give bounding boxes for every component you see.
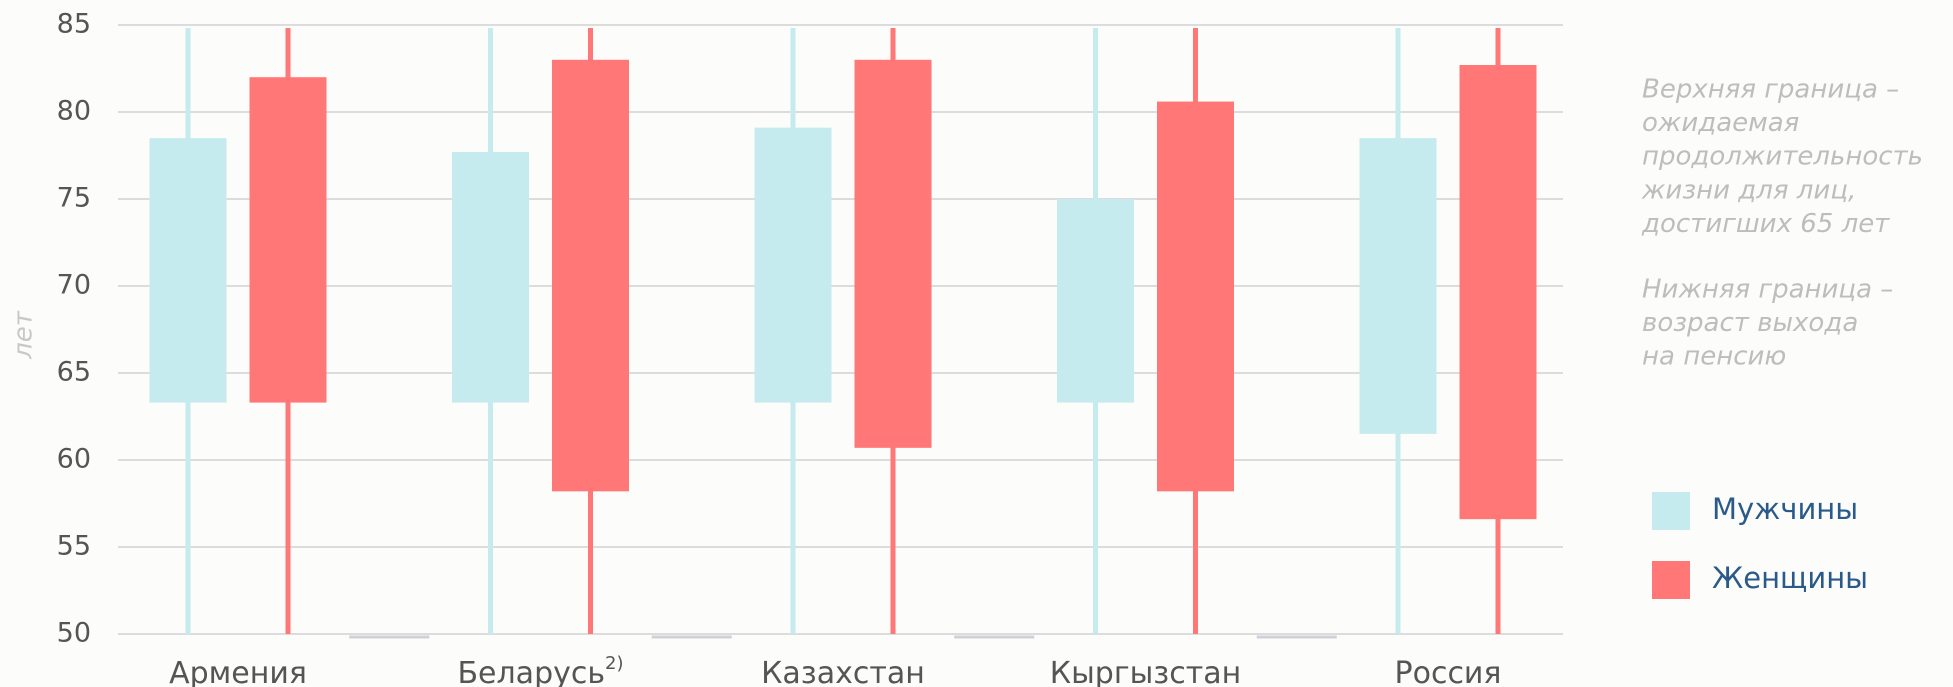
range-bar bbox=[249, 77, 327, 403]
annotation-text: Нижняя граница – bbox=[1642, 275, 1893, 305]
x-tick-label: Беларусь2) bbox=[457, 653, 623, 687]
x-tick-label: Казахстан bbox=[761, 656, 925, 687]
footnote-mark: 2) bbox=[605, 653, 623, 674]
annotation-text: жизни для лиц, bbox=[1641, 175, 1856, 205]
range-bar bbox=[149, 138, 227, 403]
annotation-text: достигших 65 лет bbox=[1641, 209, 1890, 239]
category-name: Россия bbox=[1395, 656, 1502, 687]
y-tick-label: 50 bbox=[57, 618, 91, 649]
category-name: Армения bbox=[169, 656, 307, 687]
annotation-text: Верхняя граница – bbox=[1642, 75, 1899, 105]
range-bar bbox=[1359, 138, 1437, 434]
annotation-text: на пенсию bbox=[1642, 342, 1786, 372]
range-bar bbox=[552, 59, 629, 492]
range-bar bbox=[452, 152, 529, 403]
category-name: Беларусь bbox=[457, 656, 605, 687]
y-tick-label: 60 bbox=[57, 444, 91, 475]
annotation-text: продолжительность bbox=[1642, 142, 1923, 172]
y-tick-label: 85 bbox=[57, 9, 91, 40]
range-bar bbox=[1459, 65, 1537, 520]
range-bar bbox=[854, 59, 932, 448]
x-tick-label: Россия bbox=[1395, 656, 1502, 687]
x-tick-label: Кыргызстан bbox=[1050, 656, 1241, 687]
y-tick-label: 80 bbox=[57, 96, 91, 127]
legend-label: Женщины bbox=[1712, 561, 1868, 595]
category-name: Кыргызстан bbox=[1050, 656, 1241, 687]
legend-label: Мужчины bbox=[1712, 492, 1858, 526]
y-tick-label: 75 bbox=[57, 183, 91, 214]
legend-swatch bbox=[1652, 561, 1690, 599]
y-tick-label: 65 bbox=[57, 357, 91, 388]
y-tick-label: 55 bbox=[57, 531, 91, 562]
legend-swatch bbox=[1652, 492, 1690, 530]
range-bar bbox=[1057, 199, 1134, 403]
range-bar bbox=[754, 127, 832, 403]
y-axis-label: лет bbox=[9, 310, 39, 360]
annotation-text: ожидаемая bbox=[1642, 108, 1799, 138]
y-tick-label: 70 bbox=[57, 270, 91, 301]
annotation-text: возраст выхода bbox=[1642, 308, 1858, 338]
category-name: Казахстан bbox=[761, 656, 925, 687]
range-bar bbox=[1157, 101, 1234, 492]
x-tick-label: Армения bbox=[169, 656, 307, 687]
